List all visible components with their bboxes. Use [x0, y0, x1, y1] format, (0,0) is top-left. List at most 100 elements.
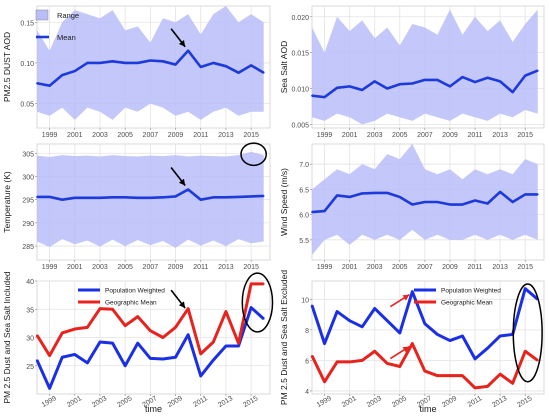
x-tick-label: 2015	[517, 132, 533, 139]
y-tick-label: 6.5	[299, 187, 309, 194]
data-point	[124, 324, 127, 327]
data-point	[499, 191, 502, 193]
y-tick-label: 285	[22, 244, 34, 251]
data-point	[311, 211, 313, 213]
data-point	[86, 326, 89, 329]
data-point	[311, 94, 313, 97]
data-point	[61, 198, 64, 201]
data-point	[461, 203, 464, 206]
data-point	[474, 386, 476, 389]
annotation-arrow	[389, 294, 410, 308]
data-point	[398, 196, 401, 198]
data-point	[436, 333, 439, 336]
x-tick-label: 2011	[467, 395, 484, 409]
data-point	[262, 282, 265, 285]
x-tick-label: 2001	[342, 264, 358, 271]
data-point	[36, 82, 38, 85]
data-point	[373, 350, 376, 353]
data-point	[111, 196, 114, 199]
y-tick-label: 0.005	[291, 122, 309, 129]
data-point	[250, 64, 253, 67]
data-point	[423, 370, 426, 372]
data-point	[361, 192, 364, 195]
x-tick-label: 2011	[467, 132, 482, 139]
x-tick-label: 1999	[317, 264, 333, 271]
range-band	[37, 151, 264, 248]
annotation-arrow	[170, 166, 186, 186]
y-tick-label: 40	[26, 279, 34, 286]
data-point	[136, 62, 139, 64]
x-tick-label: 2009	[167, 395, 184, 409]
legend-label: Geographic Mean	[105, 300, 157, 307]
data-point	[162, 60, 164, 63]
data-point	[61, 332, 64, 334]
legend: Range Mean	[35, 9, 79, 42]
x-tick-label: 2011	[193, 132, 208, 139]
data-point	[262, 71, 265, 74]
data-point	[86, 196, 89, 199]
legend-label: Population Weighted	[441, 288, 501, 295]
x-tick-label: 1999	[317, 132, 333, 139]
x-tick-label: 1999	[316, 395, 333, 409]
legend-label: Population Weighted	[105, 288, 165, 295]
data-point	[212, 196, 215, 199]
data-point	[212, 62, 215, 64]
data-point	[136, 196, 139, 199]
data-point	[250, 195, 253, 198]
data-point	[111, 308, 114, 311]
x-tick-label: 2007	[143, 132, 159, 139]
y-tick-label: 0.015	[291, 51, 309, 58]
data-point	[348, 85, 351, 88]
data-point	[99, 307, 101, 310]
x-tick-label: 2013	[492, 264, 508, 271]
data-point	[36, 334, 38, 337]
chart-panel-3: 285 290 295 300 305 1999 2001 2003 2005 2007 2009 2…	[2, 142, 271, 271]
x-tick-label: 2015	[243, 132, 259, 139]
y-tick-label: 6.0	[299, 213, 309, 220]
data-point	[225, 345, 227, 347]
data-point	[124, 364, 127, 367]
data-point	[398, 83, 401, 86]
data-point	[386, 192, 389, 194]
x-tick-label: 2001	[67, 132, 83, 139]
y-tick-label: 0.05	[20, 102, 34, 109]
data-point	[449, 374, 451, 377]
data-point	[486, 76, 489, 79]
y-tick-label: 290	[22, 221, 34, 228]
legend-label: Geographic Mean	[441, 300, 493, 307]
legend: Population Weighted Geographic Mean	[414, 288, 501, 307]
data-point	[449, 203, 451, 206]
legend-swatch-range	[35, 9, 49, 21]
data-point	[348, 196, 351, 198]
data-point	[73, 353, 76, 356]
data-point	[225, 65, 227, 68]
y-axis-label: Temperature (K)	[2, 171, 12, 233]
x-tick-label: 2007	[417, 264, 433, 271]
data-point	[361, 325, 364, 328]
y-axis-label: PM 2.5 Dust and Sea Salt Excluded	[279, 270, 289, 405]
data-point	[162, 336, 164, 339]
x-tick-label: 2005	[392, 264, 408, 271]
data-point	[237, 342, 240, 345]
x-tick-label: 2011	[467, 264, 482, 271]
y-tick-label: 295	[22, 198, 34, 205]
data-point	[423, 322, 426, 325]
chart-panel-1: 0.05 0.10 0.15 1999 2001 2003 2005 2007 2009 2011…	[2, 5, 271, 139]
x-tick-label: 2015	[517, 264, 533, 271]
legend-label-mean: Mean	[57, 33, 76, 42]
data-point	[423, 79, 426, 81]
data-point	[423, 201, 426, 203]
x-tick-label: 2011	[192, 395, 209, 409]
y-tick-label: 0.10	[20, 61, 34, 68]
y-tick-label: 4	[305, 389, 309, 396]
y-axis-label: Wind Speed (m/s)	[279, 168, 289, 236]
data-point	[474, 199, 476, 202]
x-tick-label: 2013	[217, 395, 234, 409]
x-tick-label: 2009	[441, 395, 458, 409]
annotation-ellipse	[241, 272, 274, 333]
x-tick-label: 2015	[243, 264, 259, 271]
x-tick-label: 2001	[342, 132, 358, 139]
range-band	[312, 144, 538, 255]
y-tick-label: 5.5	[299, 238, 309, 245]
data-point	[461, 374, 464, 377]
